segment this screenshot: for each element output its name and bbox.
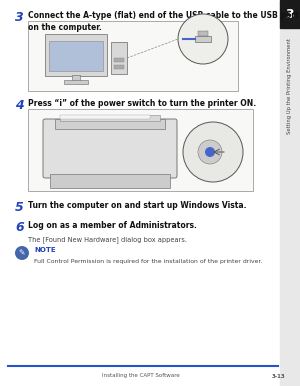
Text: 3-13: 3-13	[271, 374, 285, 379]
Text: Full Control Permission is required for the installation of the printer driver.: Full Control Permission is required for …	[34, 259, 262, 264]
Circle shape	[205, 147, 215, 157]
Circle shape	[198, 140, 222, 164]
Text: Log on as a member of Administrators.: Log on as a member of Administrators.	[28, 221, 197, 230]
Bar	[50, 174, 170, 188]
Text: 3: 3	[286, 7, 294, 20]
Bar	[60, 115, 150, 119]
Bar	[114, 58, 124, 62]
Circle shape	[15, 246, 29, 260]
Bar	[28, 109, 253, 191]
Bar	[55, 119, 165, 129]
Text: 3: 3	[15, 11, 24, 24]
Bar	[60, 115, 160, 121]
Bar	[111, 42, 127, 74]
Bar	[280, 0, 300, 386]
Circle shape	[178, 14, 228, 64]
Text: 6: 6	[15, 221, 24, 234]
Text: Setting Up the Printing Environment: Setting Up the Printing Environment	[287, 38, 292, 134]
Bar	[114, 65, 124, 69]
Text: Installing the CAPT Software: Installing the CAPT Software	[102, 374, 180, 379]
Text: NOTE: NOTE	[34, 247, 56, 253]
Text: ✎: ✎	[19, 249, 25, 257]
FancyBboxPatch shape	[43, 119, 177, 178]
Bar	[49, 41, 103, 71]
Text: Connect the A-type (flat) end of the USB cable to the USB port
on the computer.: Connect the A-type (flat) end of the USB…	[28, 11, 298, 32]
Text: Press “i” of the power switch to turn the printer ON.: Press “i” of the power switch to turn th…	[28, 99, 256, 108]
Text: Turn the computer on and start up Windows Vista.: Turn the computer on and start up Window…	[28, 201, 247, 210]
Text: The [Found New Hardware] dialog box appears.: The [Found New Hardware] dialog box appe…	[28, 236, 187, 243]
Bar	[198, 31, 208, 36]
Bar	[280, 0, 300, 28]
Bar	[72, 75, 80, 81]
Bar	[195, 36, 211, 42]
Bar	[45, 34, 107, 76]
Bar	[64, 80, 88, 84]
Circle shape	[183, 122, 243, 182]
Bar	[28, 21, 238, 91]
Text: 4: 4	[15, 99, 24, 112]
Text: 5: 5	[15, 201, 24, 214]
